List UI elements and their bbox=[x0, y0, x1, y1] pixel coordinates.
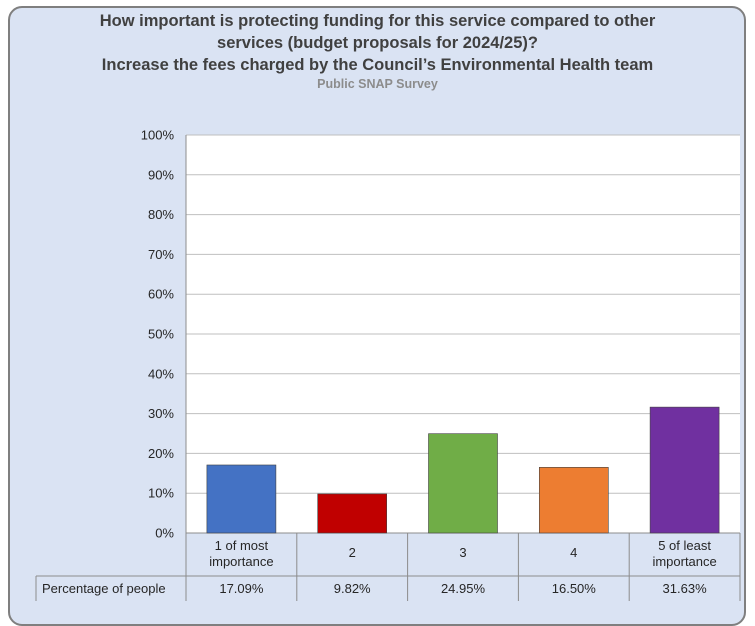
bar bbox=[317, 493, 388, 534]
y-tick-label: 30% bbox=[148, 406, 174, 421]
y-tick-label: 60% bbox=[148, 287, 174, 302]
bar bbox=[538, 467, 609, 534]
y-tick-label: 100% bbox=[141, 128, 175, 143]
table-value: 24.95% bbox=[441, 581, 486, 596]
category-label: importance bbox=[209, 554, 273, 569]
category-label: 5 of least bbox=[658, 538, 711, 553]
y-tick-label: 70% bbox=[148, 247, 174, 262]
category-label: 2 bbox=[349, 545, 356, 560]
table-series-label: Percentage of people bbox=[42, 581, 166, 596]
category-label: 3 bbox=[459, 545, 466, 560]
chart-subtitle: Public SNAP Survey bbox=[317, 77, 438, 91]
table-value: 31.63% bbox=[663, 581, 708, 596]
y-tick-label: 20% bbox=[148, 446, 174, 461]
table-value: 16.50% bbox=[552, 581, 597, 596]
bar bbox=[206, 464, 277, 534]
chart-title: How important is protecting funding for … bbox=[10, 10, 745, 93]
category-label: importance bbox=[652, 554, 716, 569]
category-label: 1 of most bbox=[215, 538, 269, 553]
category-label: 4 bbox=[570, 545, 577, 560]
y-tick-label: 50% bbox=[148, 327, 174, 342]
y-tick-label: 80% bbox=[148, 207, 174, 222]
bar bbox=[428, 433, 498, 534]
table-value: 17.09% bbox=[219, 581, 264, 596]
bar-chart: 0% 10% 20% 30% 40% 50% 60% 70% 80% 90% 100% 1 of m… bbox=[35, 128, 741, 601]
y-tick-label: 10% bbox=[148, 486, 174, 501]
table-value: 9.82% bbox=[334, 581, 371, 596]
title-line-3: Increase the fees charged by the Council… bbox=[101, 56, 654, 74]
title-line-1: How important is protecting funding for … bbox=[99, 12, 656, 30]
y-tick-label: 90% bbox=[148, 167, 174, 182]
bar bbox=[649, 406, 720, 534]
y-tick-label: 40% bbox=[148, 366, 174, 381]
y-tick-label: 0% bbox=[155, 526, 174, 541]
title-line-2: services (budget proposals for 2024/25)? bbox=[217, 34, 538, 52]
